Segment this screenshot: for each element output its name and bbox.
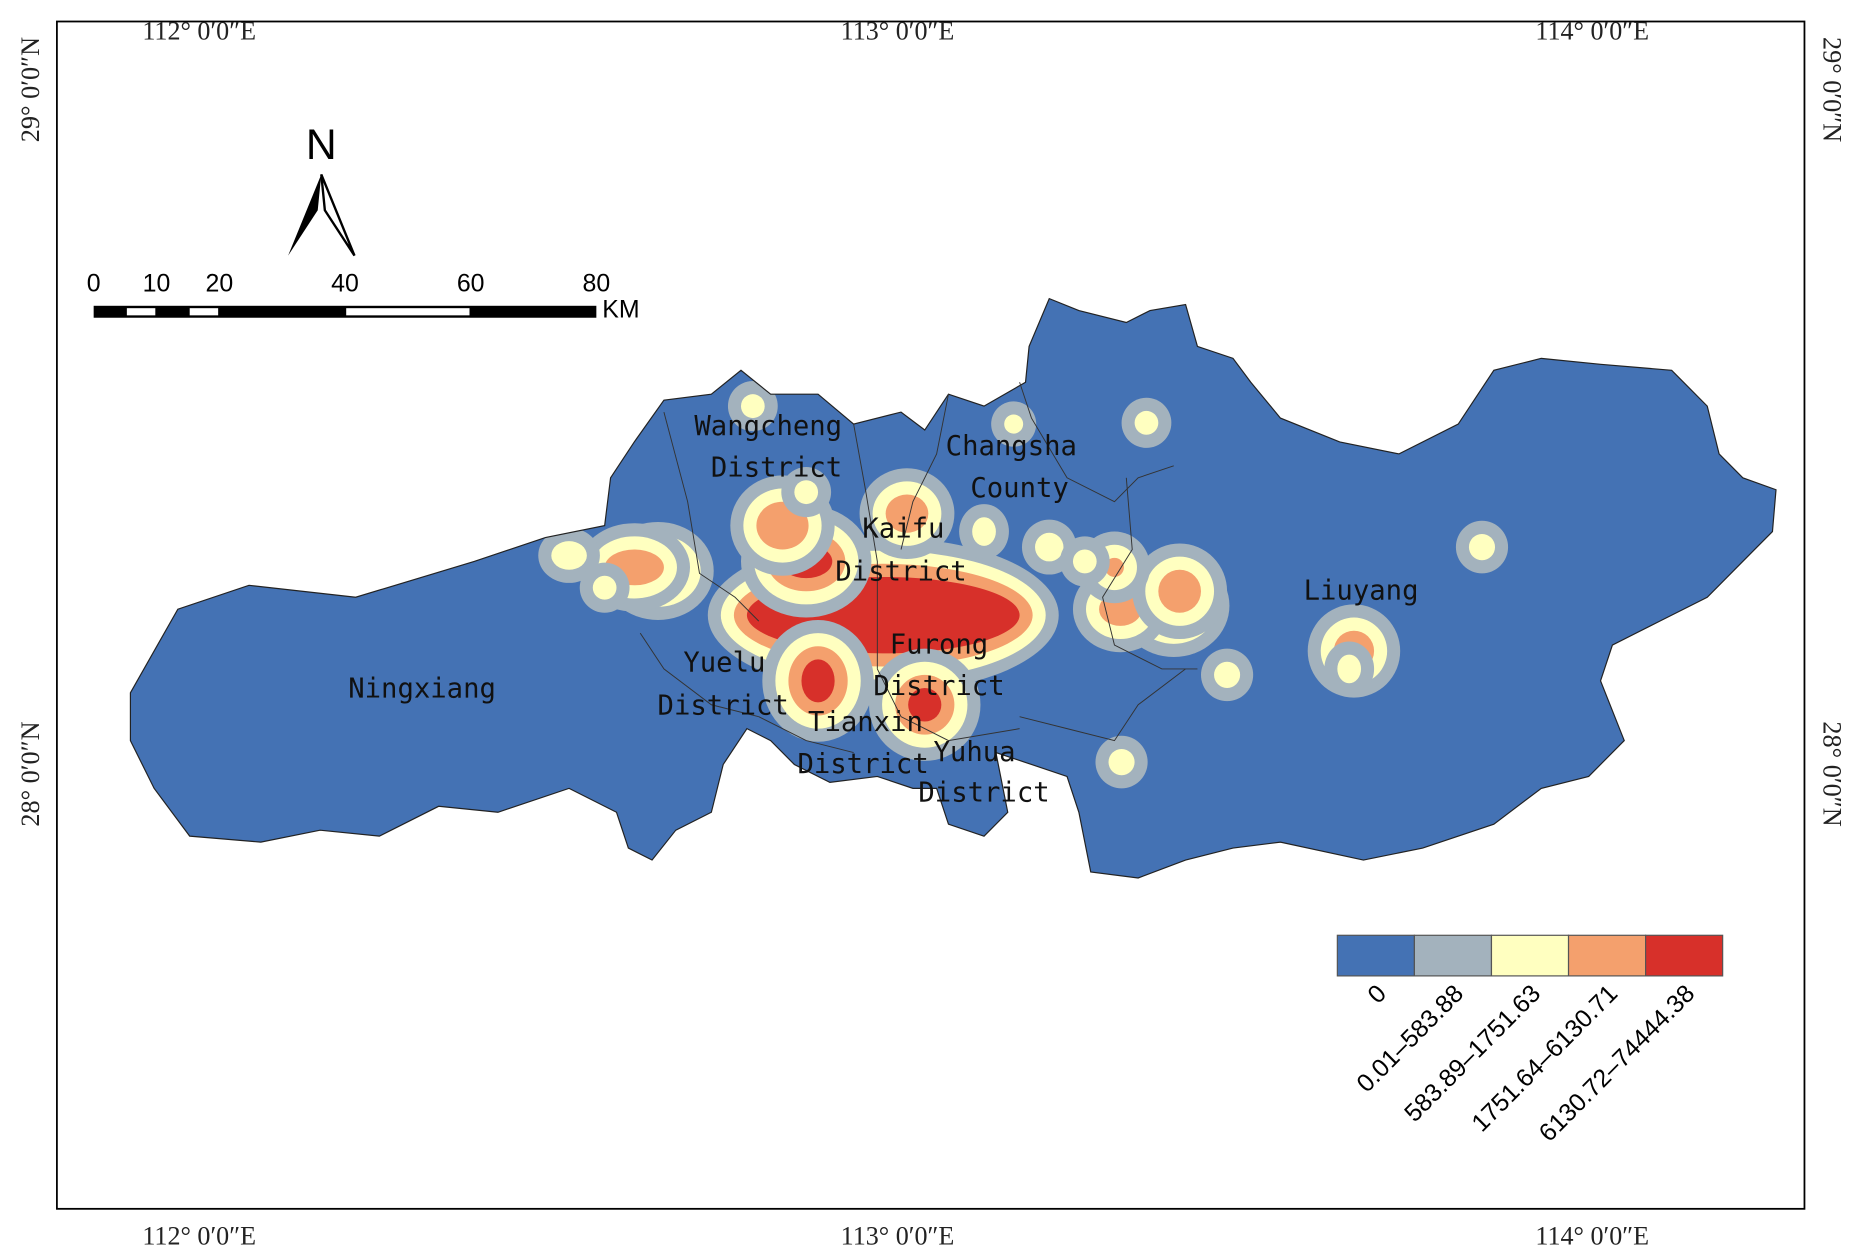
region-outline <box>129 297 1777 879</box>
scale-tick: 40 <box>331 269 359 297</box>
scale-tick: 0 <box>87 269 101 297</box>
scale-tick: 20 <box>205 269 233 297</box>
hotspot <box>551 541 587 570</box>
district-label: Ningxiang <box>348 673 496 704</box>
district-label: County <box>970 473 1068 504</box>
scale-bar: 0 10 20 40 60 80 KM <box>87 269 640 323</box>
district-boundary <box>876 668 1020 742</box>
left-label: 29° 0′0″N <box>16 37 45 142</box>
region <box>129 297 1777 879</box>
district-label: Tianxin <box>808 707 923 738</box>
legend-label: 1751.64–6130.71 <box>1466 979 1623 1137</box>
legend-swatch <box>1413 934 1493 977</box>
north-arrow: N <box>288 121 356 257</box>
legend-swatch <box>1490 934 1570 977</box>
hotspot <box>740 394 765 419</box>
scale-segment <box>126 308 156 316</box>
district-boundary <box>639 632 759 718</box>
district-boundary <box>758 716 854 753</box>
hotspot <box>1337 654 1362 684</box>
scale-tick: 60 <box>457 269 485 297</box>
top-label: 113° 0′0″E <box>841 16 955 45</box>
scale-tick: 10 <box>143 269 171 297</box>
district-label: District <box>835 556 966 587</box>
arrow-right <box>320 173 356 257</box>
bottom-label: 112° 0′0″E <box>142 1222 256 1251</box>
hotspot <box>1214 661 1241 689</box>
right-label: 28° 0′0″N <box>1817 721 1846 826</box>
district-label: District <box>918 777 1049 808</box>
hotspot <box>1468 533 1496 561</box>
hotspot <box>1035 532 1064 562</box>
district-label: Yuhua <box>934 737 1016 768</box>
legend-swatch <box>1336 934 1415 977</box>
district-label: Yuelu <box>683 647 765 678</box>
hotspots <box>538 381 1509 789</box>
district-label: Changsha <box>946 431 1077 462</box>
coordinates: 112° 0′0″E 113° 0′0″E 114° 0′0″E 112° 0′… <box>16 16 1846 1250</box>
hotspot <box>1072 549 1097 574</box>
arrow-left <box>288 174 322 256</box>
hotspot <box>1004 414 1024 434</box>
district-label: Wangcheng <box>694 411 842 442</box>
district-boundary <box>1019 382 1174 503</box>
legend-label: 583.89–1751.63 <box>1399 979 1546 1127</box>
hotspot <box>885 494 929 533</box>
district-boundary <box>1102 477 1198 670</box>
district-boundary <box>853 423 878 669</box>
hotspot <box>801 659 835 703</box>
frame <box>56 20 1806 1210</box>
district-label: District <box>658 690 789 721</box>
hotspot <box>972 517 996 546</box>
legend-swatch <box>1645 934 1724 977</box>
scale-segment <box>346 308 470 316</box>
district-boundary <box>1019 668 1186 742</box>
legend-label: 0 <box>1362 979 1392 1009</box>
hotspot <box>1134 410 1159 435</box>
north-label: N <box>306 121 337 169</box>
top-label: 114° 0′0″E <box>1535 16 1649 45</box>
district-label: Liuyang <box>1304 576 1419 607</box>
district-label: Kaifu <box>862 513 944 544</box>
district-boundary <box>663 411 760 622</box>
bottom-label: 114° 0′0″E <box>1535 1222 1649 1251</box>
left-label: 28° 0′0″N <box>16 721 45 826</box>
hotspot <box>1108 748 1135 776</box>
district-label: Furong <box>890 629 988 660</box>
district-label: District <box>873 671 1004 702</box>
scale-segment <box>189 308 219 316</box>
scale-tick: 80 <box>583 269 611 297</box>
right-label: 29° 0′0″N <box>1817 37 1846 142</box>
legend: 00.01–583.88583.89–1751.631751.64–6130.7… <box>1336 934 1724 1147</box>
top-label: 112° 0′0″E <box>142 16 256 45</box>
district-label: District <box>711 453 842 484</box>
district-label: District <box>797 749 928 780</box>
hotspot <box>592 575 617 600</box>
district-boundary <box>900 394 949 550</box>
scale-unit: KM <box>602 296 639 324</box>
scale-segment <box>93 305 597 318</box>
hotspot <box>794 480 819 505</box>
hotspot <box>908 688 942 722</box>
bottom-label: 113° 0′0″E <box>841 1222 955 1251</box>
legend-swatch <box>1567 934 1647 977</box>
hotspot <box>1104 557 1124 577</box>
hotspot <box>1158 569 1201 613</box>
labels: Wangcheng District Changsha County Kaifu… <box>348 411 1418 809</box>
